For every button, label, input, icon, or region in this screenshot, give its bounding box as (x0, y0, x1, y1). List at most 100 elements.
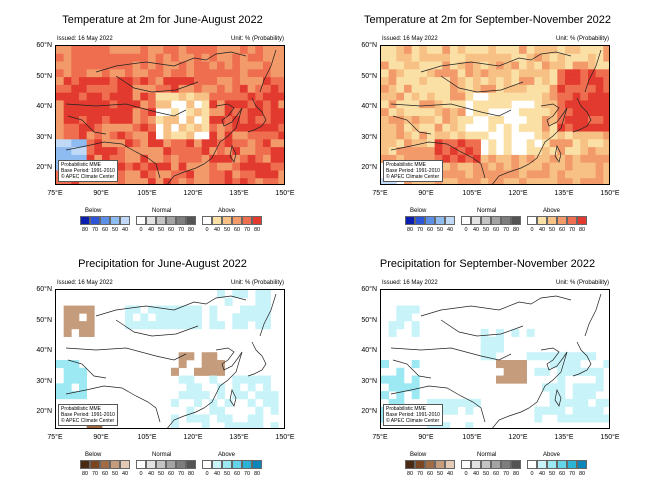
grid-cell (263, 154, 271, 163)
grid-cell (263, 398, 271, 407)
grid-cell (194, 77, 202, 86)
legend-tick: 60 (558, 227, 566, 233)
grid-cell (240, 53, 248, 62)
grid-cell (572, 139, 581, 148)
grid-cell (240, 84, 248, 93)
legend-tick: 40 (121, 227, 129, 233)
grid-cell (580, 383, 589, 392)
grid-cell (480, 336, 489, 345)
grid-cell (465, 422, 474, 428)
grid-cell (125, 178, 133, 184)
grid-cell (217, 131, 225, 140)
grid-cell (595, 147, 604, 156)
grid-cell (102, 108, 110, 117)
grid-cell (503, 123, 512, 132)
coastline (554, 144, 562, 163)
legend-tick: 0 (205, 471, 209, 477)
grid-cell (163, 178, 172, 184)
grid-cell (132, 178, 141, 184)
grid-cell (209, 53, 218, 62)
legend-swatch (511, 216, 521, 225)
legend-swatch (511, 460, 521, 469)
grid-cell (603, 147, 609, 156)
grid-cell (442, 131, 451, 140)
grid-cell (178, 313, 187, 322)
grid-cell (140, 116, 149, 125)
grid-cell (419, 154, 428, 163)
grid-cell (247, 147, 256, 156)
legend-swatch (202, 216, 212, 225)
grid-cell (526, 53, 535, 62)
grid-cell (209, 313, 218, 322)
legend-tick: 40 (213, 471, 221, 477)
grid-cell (503, 69, 512, 78)
grid-cell (247, 46, 256, 55)
grid-cell (63, 53, 72, 62)
grid-cell (201, 170, 210, 179)
lon-label: 150°E (275, 434, 295, 441)
grid-cell (388, 123, 397, 132)
grid-cell (79, 108, 87, 117)
grid-cell (419, 147, 428, 156)
grid-cell (419, 123, 428, 132)
grid-cell (255, 414, 264, 423)
grid-cell (549, 360, 558, 369)
grid-cell (450, 46, 458, 55)
grid-cell (194, 123, 202, 132)
grid-cell (186, 147, 195, 156)
grid-cell (155, 139, 164, 148)
grid-cell (201, 84, 210, 93)
grid-cell (442, 123, 451, 132)
lat-label: 30°N (36, 134, 52, 141)
grid-cell (255, 321, 264, 330)
grid-cell (427, 131, 435, 140)
lon-label: 90°E (418, 434, 434, 441)
grid-cell (148, 305, 156, 314)
grid-cell (488, 336, 497, 345)
grid-cell (572, 367, 581, 376)
grid-cell (565, 69, 573, 78)
legend-tick: 0 (139, 471, 143, 477)
grid-cell (178, 69, 187, 78)
legend-swatch (547, 216, 557, 225)
grid-cell (94, 53, 103, 62)
grid-cell (117, 53, 126, 62)
grid-cell (557, 92, 566, 101)
grid-cell (557, 77, 566, 86)
legend-tick: 50 (548, 471, 556, 477)
grid-cell (263, 305, 271, 314)
grid-cell (247, 170, 256, 179)
grid-cell (480, 344, 489, 353)
grid-cell (186, 305, 195, 314)
grid-cell (603, 69, 609, 78)
legend-swatch (242, 216, 252, 225)
grid-cell (270, 92, 279, 101)
legend-swatch (577, 216, 587, 225)
grid-cell (178, 321, 187, 330)
grid-cell (140, 123, 149, 132)
legend-tick: 50 (157, 227, 165, 233)
grid-cell (224, 414, 233, 423)
grid-cell (194, 178, 202, 184)
info-line: © APEC Climate Center (61, 418, 115, 424)
grid-cell (232, 61, 241, 70)
grid-cell (519, 92, 527, 101)
lat-label: 50°N (36, 317, 52, 324)
grid-cell (148, 116, 156, 125)
grid-cell (496, 154, 504, 163)
grid-cell (247, 414, 256, 423)
grid-cell (511, 178, 520, 184)
grid-cell (465, 84, 474, 93)
grid-cell (232, 178, 241, 184)
grid-cell (442, 69, 451, 78)
coastline (247, 97, 267, 133)
legend-normal-label: Normal (477, 452, 497, 458)
grid-cell (557, 406, 566, 415)
grid-cell (270, 406, 279, 415)
grid-cell (263, 297, 271, 306)
grid-cell (442, 170, 451, 179)
grid-cell (79, 77, 87, 86)
grid-cell (94, 69, 103, 78)
grid-cell (79, 147, 87, 156)
grid-cell (450, 398, 458, 407)
